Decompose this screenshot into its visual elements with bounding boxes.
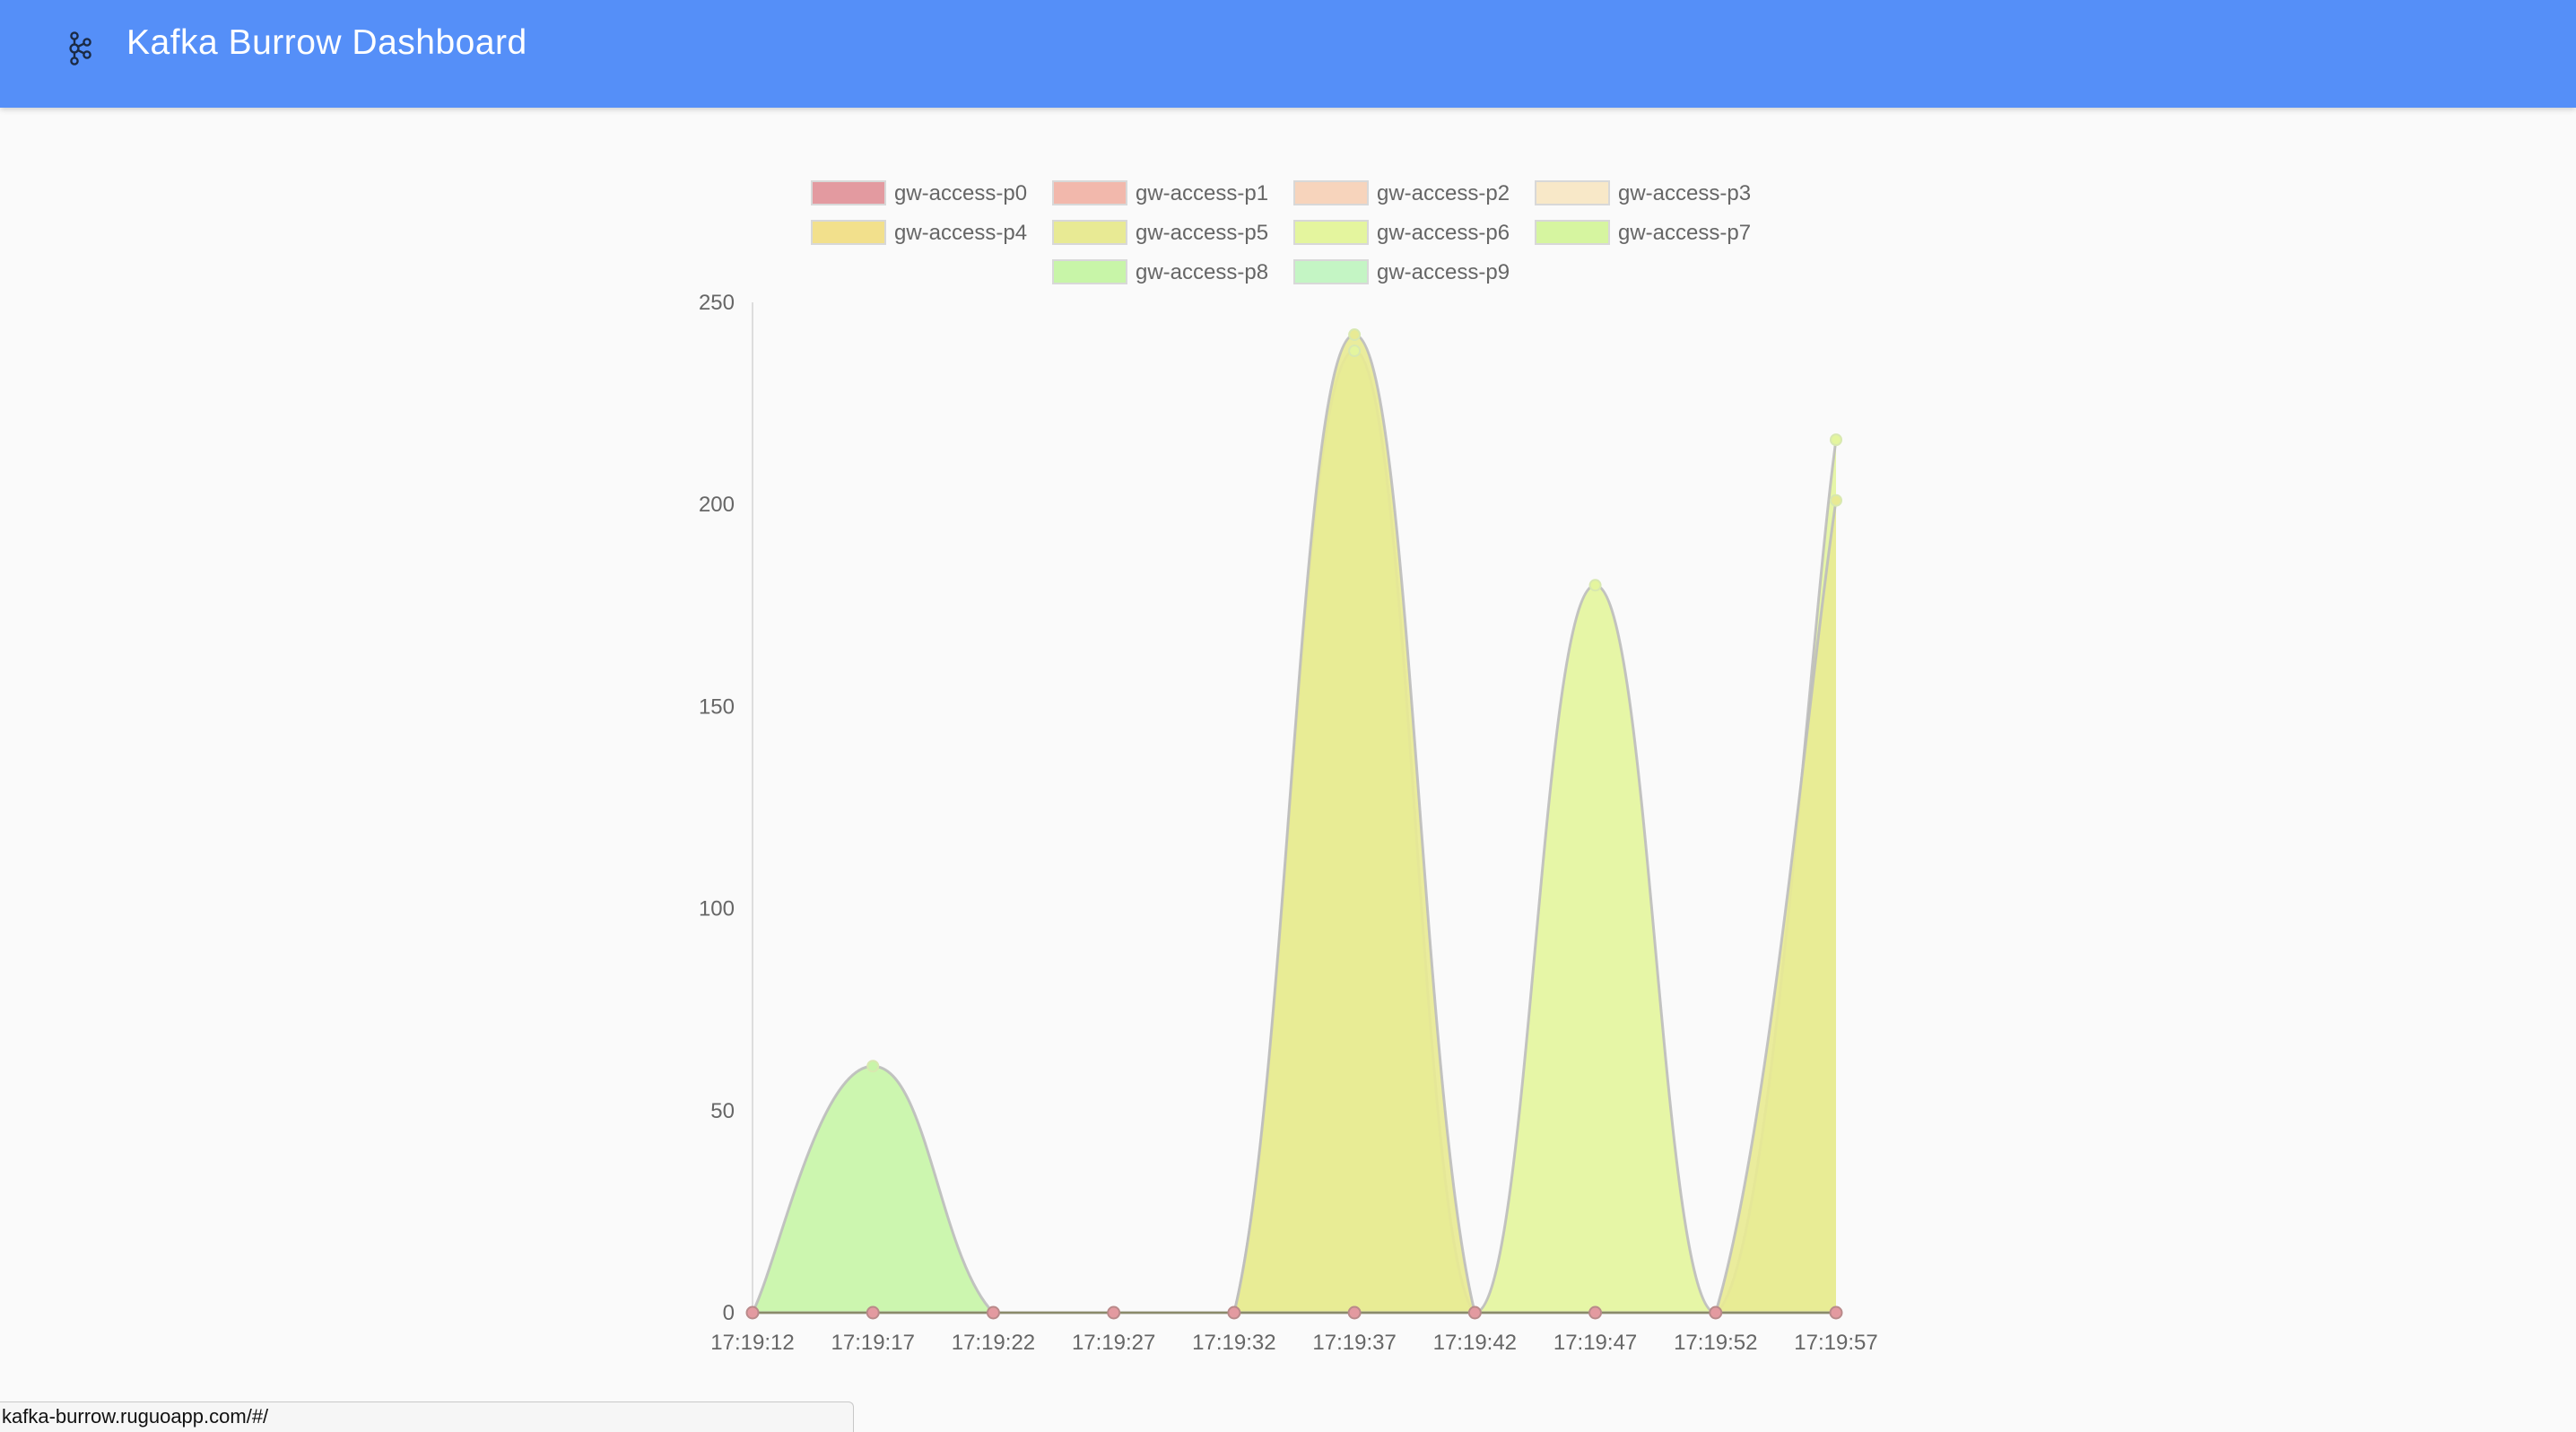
legend-swatch (1052, 180, 1127, 205)
app-bar: Kafka Burrow Dashboard (0, 0, 2576, 108)
legend-swatch (1293, 180, 1369, 205)
legend-label: gw-access-p8 (1136, 260, 1268, 284)
kafka-logo-icon[interactable] (63, 31, 93, 66)
chart-points (745, 328, 1843, 1320)
y-tick-label: 50 (710, 1099, 735, 1123)
x-tick-label: 17:19:32 (1192, 1331, 1275, 1355)
x-tick-label: 17:19:42 (1433, 1331, 1517, 1355)
x-tick-label: 17:19:17 (831, 1331, 915, 1355)
legend-swatch (1293, 220, 1369, 245)
chart-axes: 0 50 100 150 200 250 17:19:12 17:19:17 17:19:22 1… (699, 291, 1878, 1355)
y-tick-label: 200 (699, 493, 735, 517)
data-point[interactable] (1830, 493, 1842, 507)
legend-label: gw-access-p0 (894, 181, 1027, 205)
legend-item[interactable]: gw-access-p2 (1293, 180, 1510, 205)
legend-item[interactable]: gw-access-p1 (1052, 180, 1268, 205)
legend-item[interactable]: gw-access-p9 (1293, 259, 1510, 284)
legend-label: gw-access-p6 (1377, 221, 1510, 245)
chart-plot-area (751, 333, 1838, 1314)
legend-item[interactable]: gw-access-p4 (811, 220, 1027, 245)
data-point[interactable] (1347, 1305, 1362, 1320)
y-tick-label: 0 (723, 1301, 735, 1325)
lag-area-chart: gw-access-p0 gw-access-p1 gw-access-p2 gw-a… (699, 180, 1878, 1355)
data-point[interactable] (1829, 1305, 1843, 1320)
legend-label: gw-access-p9 (1377, 260, 1510, 284)
data-point[interactable] (1588, 579, 1602, 592)
x-tick-label: 17:19:47 (1553, 1331, 1637, 1355)
x-tick-label: 17:19:37 (1312, 1331, 1396, 1355)
data-point[interactable] (1348, 328, 1362, 342)
data-point[interactable] (1709, 1305, 1723, 1320)
legend-label: gw-access-p4 (894, 221, 1027, 245)
legend-swatch (811, 220, 886, 245)
legend-swatch (1535, 180, 1610, 205)
legend-item[interactable]: gw-access-p3 (1535, 180, 1751, 205)
y-tick-label: 100 (699, 897, 735, 921)
data-point[interactable] (986, 1305, 1000, 1320)
legend-swatch (1293, 259, 1369, 284)
x-tick-label: 17:19:22 (952, 1331, 1035, 1355)
legend-label: gw-access-p2 (1377, 181, 1510, 205)
legend-label: gw-access-p1 (1136, 181, 1268, 205)
data-point[interactable] (866, 1060, 880, 1073)
legend-label: gw-access-p5 (1136, 221, 1268, 245)
legend-item[interactable]: gw-access-p6 (1293, 220, 1510, 245)
legend-item[interactable]: gw-access-p7 (1535, 220, 1751, 245)
data-point[interactable] (866, 1305, 880, 1320)
app-title: Kafka Burrow Dashboard (126, 23, 527, 62)
legend-swatch (811, 180, 886, 205)
x-tick-label: 17:19:12 (710, 1331, 794, 1355)
data-point[interactable] (1830, 433, 1842, 447)
x-tick-label: 17:19:52 (1674, 1331, 1757, 1355)
legend-item[interactable]: gw-access-p0 (811, 180, 1027, 205)
series-area (753, 1066, 1836, 1313)
data-point[interactable] (1348, 345, 1362, 358)
x-tick-label: 17:19:27 (1072, 1331, 1155, 1355)
legend-label: gw-access-p3 (1618, 181, 1751, 205)
legend-item[interactable]: gw-access-p8 (1052, 259, 1268, 284)
legend-swatch (1052, 259, 1127, 284)
legend-label: gw-access-p7 (1618, 221, 1751, 245)
legend-swatch (1052, 220, 1127, 245)
data-point[interactable] (1467, 1305, 1482, 1320)
y-tick-label: 250 (699, 291, 735, 315)
legend-swatch (1535, 220, 1610, 245)
data-point[interactable] (1227, 1305, 1241, 1320)
data-point[interactable] (745, 1305, 760, 1320)
data-point[interactable] (1588, 1305, 1603, 1320)
status-bar-url: kafka-burrow.ruguoapp.com/#/ (0, 1401, 854, 1432)
legend-item[interactable]: gw-access-p5 (1052, 220, 1268, 245)
y-tick-label: 150 (699, 694, 735, 719)
data-point[interactable] (1107, 1305, 1121, 1320)
x-tick-label: 17:19:57 (1794, 1331, 1877, 1355)
chart-legend: gw-access-p0 gw-access-p1 gw-access-p2 gw-a… (811, 180, 1751, 284)
series-area (753, 335, 1836, 1314)
